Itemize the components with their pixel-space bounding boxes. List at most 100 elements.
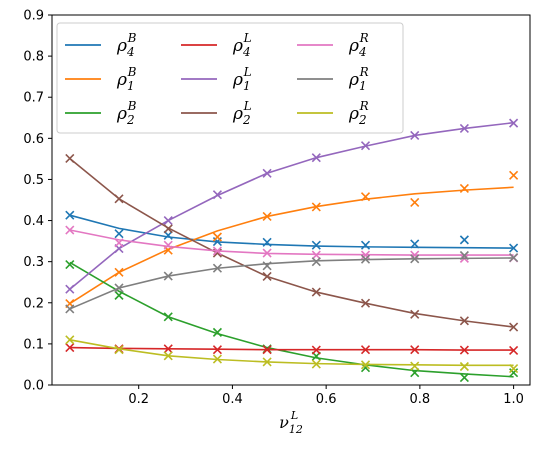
series-line	[69, 229, 514, 256]
data-point-marker	[509, 345, 519, 356]
series-line	[69, 257, 514, 310]
data-point-marker	[65, 153, 75, 164]
data-point-marker	[459, 123, 469, 134]
series-6	[65, 153, 519, 332]
legend-label: ρ4B	[116, 31, 137, 59]
data-point-marker	[65, 284, 75, 294]
series-line	[69, 157, 514, 328]
data-point-marker	[262, 271, 272, 282]
data-point-marker	[360, 298, 371, 308]
data-point-marker	[262, 168, 272, 178]
data-point-marker	[509, 243, 519, 253]
legend-entry: ρ4R	[297, 31, 369, 59]
data-point-marker	[262, 345, 272, 355]
data-point-marker	[509, 118, 519, 128]
series-1	[65, 210, 519, 253]
y-tick-label: 0.3	[23, 255, 44, 270]
y-tick-label: 0.5	[23, 173, 44, 188]
data-point-marker	[360, 345, 371, 355]
legend-entry: ρ2R	[297, 99, 369, 127]
data-point-marker	[410, 345, 420, 355]
data-point-marker	[311, 287, 321, 297]
data-point-marker	[311, 359, 321, 369]
series-2	[65, 170, 519, 309]
data-point-marker	[212, 354, 222, 364]
x-tick-label: 0.4	[222, 392, 243, 407]
data-point-marker	[459, 361, 469, 372]
data-point-marker	[410, 130, 420, 141]
data-point-marker	[311, 202, 321, 212]
data-point-marker	[360, 254, 371, 264]
data-point-marker	[114, 267, 124, 277]
data-point-marker	[114, 194, 124, 204]
data-point-marker	[262, 211, 272, 222]
legend-label: ρ1L	[232, 65, 252, 93]
legend-entry: ρ1B	[65, 65, 137, 93]
series-line	[69, 346, 514, 351]
legend-label: ρ2R	[348, 99, 369, 127]
data-point-marker	[114, 290, 124, 300]
legend-entry: ρ1R	[297, 65, 369, 93]
data-point-marker	[509, 363, 519, 374]
y-tick-label: 0.1	[23, 337, 44, 352]
data-point-marker	[410, 250, 420, 260]
x-axis-label-sup: L	[290, 409, 298, 422]
data-point-marker	[114, 345, 124, 355]
data-point-marker	[163, 312, 173, 322]
legend-label: ρ2L	[232, 99, 252, 127]
data-point-marker	[65, 225, 75, 235]
legend-entry: ρ2L	[181, 99, 252, 127]
data-point-marker	[509, 322, 519, 332]
data-point-marker	[212, 246, 222, 256]
data-point-marker	[114, 229, 124, 239]
data-point-marker	[262, 237, 272, 247]
legend-entry: ρ2B	[65, 99, 137, 127]
data-point-marker	[311, 153, 321, 163]
legend-label: ρ1B	[116, 65, 137, 93]
data-point-marker	[163, 224, 173, 234]
x-tick-label: 1.0	[503, 392, 524, 407]
data-point-marker	[360, 240, 371, 250]
data-point-marker	[459, 250, 469, 261]
data-point-marker	[65, 259, 75, 270]
data-point-marker	[360, 192, 371, 202]
data-point-marker	[410, 368, 420, 378]
data-point-marker	[262, 261, 272, 271]
x-tick-label: 0.8	[410, 392, 431, 407]
data-point-marker	[410, 254, 420, 264]
data-point-marker	[65, 343, 75, 353]
legend-entry: ρ4B	[65, 31, 137, 59]
data-point-marker	[65, 335, 75, 345]
data-point-marker	[459, 235, 469, 245]
data-point-marker	[212, 232, 222, 242]
data-point-marker	[410, 361, 420, 371]
data-point-marker	[509, 252, 519, 263]
data-point-marker	[212, 327, 222, 337]
legend-label: ρ4R	[348, 31, 369, 59]
x-axis-label-main: ν	[279, 413, 289, 432]
data-point-marker	[212, 190, 222, 200]
x-tick-label: 0.2	[128, 392, 149, 407]
data-point-marker	[360, 141, 371, 151]
legend-label: ρ4L	[232, 31, 252, 59]
data-point-marker	[311, 257, 321, 267]
y-tick-label: 0.4	[23, 214, 44, 229]
y-tick-label: 0.9	[23, 9, 44, 24]
data-point-marker	[410, 239, 420, 249]
legend-label: ρ1R	[348, 65, 369, 93]
data-point-marker	[459, 345, 469, 355]
data-point-marker	[65, 210, 75, 220]
y-tick-label: 0.6	[23, 132, 44, 147]
data-point-marker	[311, 250, 321, 260]
axes: 0.2 0.4 0.6 0.8 1.0 0.0 0.1 0.2 0.3 0.4 0.5 0.6 0.7 0…	[23, 9, 531, 407]
series-line	[69, 121, 514, 290]
data-point-marker	[459, 316, 469, 326]
legend-entry: ρ1L	[181, 65, 252, 93]
data-point-marker	[65, 304, 75, 314]
data-point-marker	[163, 271, 173, 281]
data-point-marker	[360, 250, 371, 260]
y-tick-label: 0.7	[23, 91, 44, 106]
data-point-marker	[114, 283, 124, 293]
data-point-marker	[459, 373, 469, 383]
